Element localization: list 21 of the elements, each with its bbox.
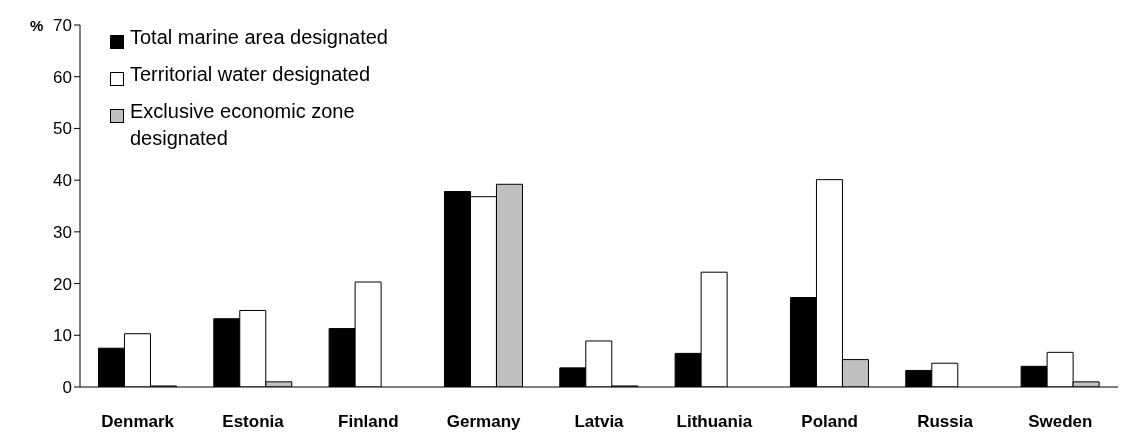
y-tick-label: 60 xyxy=(53,67,72,87)
x-tick-label: Latvia xyxy=(574,412,625,432)
y-tick-label: 0 xyxy=(62,378,72,398)
x-tick-label: Lithuania xyxy=(676,412,753,432)
legend-label: Territorial water designated xyxy=(130,62,371,87)
y-tick-label: 40 xyxy=(53,171,72,191)
x-tick-label: Sweden xyxy=(1028,412,1093,432)
x-tick-label: Germany xyxy=(446,412,522,432)
y-axis-title: % xyxy=(30,17,44,34)
x-tick-label: Estonia xyxy=(222,412,285,432)
legend-label: Exclusive economic zone designated xyxy=(130,99,356,151)
y-tick-label: 70 xyxy=(53,16,72,36)
y-tick-label: 20 xyxy=(53,274,72,294)
y-tick-label: 10 xyxy=(53,326,72,346)
x-tick-label: Finland xyxy=(338,412,399,432)
y-tick-label: 50 xyxy=(53,119,72,139)
x-tick-label: Denmark xyxy=(101,412,175,432)
y-tick-label: 30 xyxy=(53,222,72,242)
x-tick-label: Russia xyxy=(917,412,974,432)
x-tick-label: Poland xyxy=(801,412,858,432)
legend-label: Total marine area designated xyxy=(130,25,388,50)
